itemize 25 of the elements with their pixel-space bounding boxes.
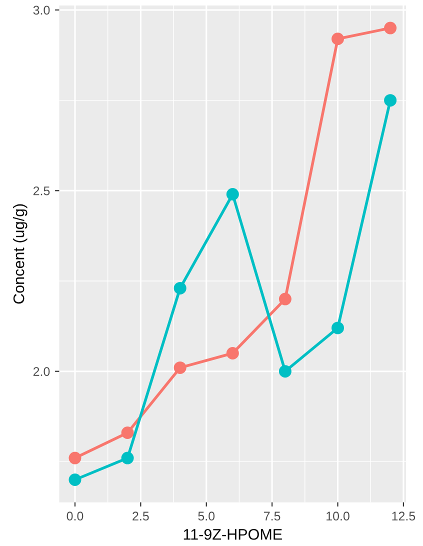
point: [332, 32, 344, 46]
y-axis-title: Concent (ug/g): [13, 204, 28, 304]
point: [174, 361, 186, 374]
x-tick-label: 2.5: [132, 512, 149, 521]
x-tick-label: 0.0: [66, 512, 84, 521]
x-tick-label: 12.5: [392, 512, 416, 521]
point: [226, 188, 239, 201]
point: [68, 452, 82, 464]
x-axis-title: 11-9Z-HPOME: [184, 528, 282, 540]
y-tick-label: 2.0: [33, 367, 50, 376]
point: [384, 22, 397, 34]
point: [68, 473, 82, 486]
point: [278, 292, 292, 306]
y-tick-label: 3.0: [33, 6, 50, 15]
point: [278, 365, 292, 378]
point: [332, 322, 344, 334]
point: [174, 282, 186, 294]
point: [226, 347, 239, 360]
y-tick-label: 2.5: [33, 186, 50, 196]
point: [121, 426, 134, 440]
x-tick-label: 10.0: [326, 512, 350, 521]
point: [121, 452, 134, 464]
point: [384, 94, 397, 107]
x-tick-label: 5.0: [198, 512, 215, 521]
x-tick-label: 7.5: [264, 512, 280, 521]
